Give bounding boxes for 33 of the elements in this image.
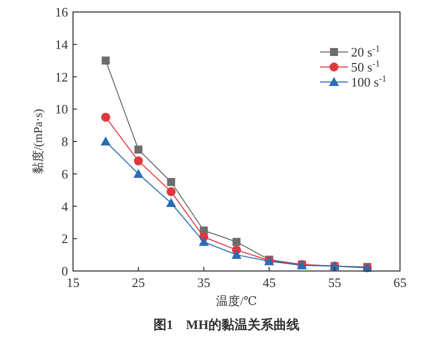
x-tick-label: 15 [66, 275, 80, 290]
legend-label: 100 s$^{-1}$ [351, 74, 386, 90]
y-tick-label: 8 [62, 134, 68, 149]
y-tick-label: 16 [55, 4, 68, 20]
y-tick-label: 10 [55, 102, 68, 117]
x-tick-label: 25 [132, 275, 145, 290]
y-tick-label: 0 [62, 264, 68, 278]
y-tick-label: 12 [55, 69, 68, 84]
x-tick-label: 65 [394, 275, 406, 290]
point [232, 238, 240, 246]
point [134, 156, 143, 166]
point [102, 56, 110, 65]
point [166, 187, 176, 196]
y-tick-label: 2 [62, 231, 68, 246]
x-tick-label: 55 [328, 275, 342, 290]
y-tick-label: 6 [62, 166, 68, 182]
y-axis-title: 黏度/(mPa·s) [31, 108, 45, 174]
point [166, 198, 176, 208]
point [100, 136, 111, 146]
legend-label: 20 s$^{-1}$ [351, 44, 380, 60]
point [198, 236, 209, 246]
text: 图1 MH的黏温关系曲线 [154, 317, 300, 332]
point [101, 112, 110, 122]
point [167, 178, 176, 186]
point [134, 146, 142, 154]
point [133, 168, 144, 178]
y-tick-label: 4 [62, 198, 68, 214]
point [232, 250, 242, 259]
legend-label: 50 s$^{-1}$ [351, 58, 380, 74]
x-tick-label: 35 [197, 275, 210, 290]
y-tick-label: 14 [55, 36, 68, 52]
x-axis-title: 温度/℃ [216, 294, 257, 308]
x-tick-label: 45 [262, 275, 276, 290]
